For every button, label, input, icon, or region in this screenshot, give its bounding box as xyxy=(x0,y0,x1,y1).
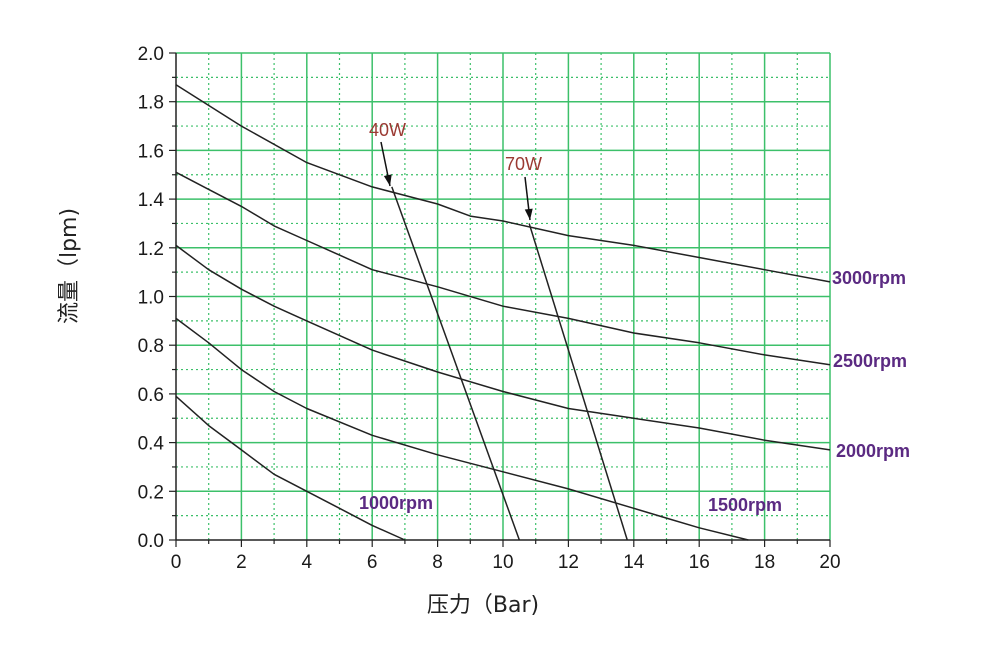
y-tick-label: 0.8 xyxy=(138,336,164,357)
series-label-1000rpm: 1000rpm xyxy=(359,493,433,513)
x-tick-label: 16 xyxy=(689,552,710,573)
grid xyxy=(176,52,831,540)
y-tick-label: 1.6 xyxy=(138,141,164,162)
power-line-40W xyxy=(391,186,521,541)
series-label-2500rpm: 2500rpm xyxy=(833,351,907,371)
y-tick-label: 0.4 xyxy=(138,434,165,455)
series-label-3000rpm: 3000rpm xyxy=(832,268,906,288)
x-tick-label: 12 xyxy=(558,552,579,573)
y-tick-label: 1.4 xyxy=(138,190,165,211)
x-tick-label: 2 xyxy=(236,552,247,573)
x-tick-label: 8 xyxy=(432,552,443,573)
x-tick-label: 6 xyxy=(367,552,378,573)
power-label-70W: 70W xyxy=(505,154,542,174)
y-tick-label: 1.2 xyxy=(138,239,164,260)
power-line-70W xyxy=(528,223,628,541)
series-line-3000rpm xyxy=(175,84,831,283)
power-lines xyxy=(391,186,628,541)
series-label-1500rpm: 1500rpm xyxy=(708,495,782,515)
power-arrowhead-40W xyxy=(383,174,392,186)
x-axis-title: 压力（Bar) xyxy=(427,593,539,618)
power-arrowhead-70W xyxy=(524,208,533,220)
x-tick-label: 0 xyxy=(171,552,182,573)
x-tick-label: 14 xyxy=(623,552,645,573)
curve-labels: 3000rpm 2500rpm 2000rpm 1500rpm 1000rpm 40W 70… xyxy=(359,120,910,515)
series-line-2500rpm xyxy=(175,171,831,366)
y-tick-label: 0.0 xyxy=(138,531,164,552)
x-tick-label: 20 xyxy=(819,552,840,573)
axes: 0 2 4 6 8 10 12 14 16 18 20 0.0 0.2 0.4 0.6 0.8 1.0 1.2 1.… xyxy=(138,44,841,573)
y-tick-label: 1.8 xyxy=(138,93,164,114)
x-tick-label: 10 xyxy=(492,552,513,573)
series-line-1500rpm xyxy=(175,317,749,541)
series-line-1000rpm xyxy=(175,395,406,541)
y-tick-label: 0.2 xyxy=(138,482,164,503)
power-label-40W: 40W xyxy=(369,120,406,140)
series-line-2000rpm xyxy=(175,244,831,451)
y-tick-label: 1.0 xyxy=(138,288,164,309)
y-axis-title: 流量（lpm) xyxy=(57,208,82,324)
x-tick-label: 18 xyxy=(754,552,775,573)
series-curves xyxy=(175,84,831,541)
x-tick-label: 4 xyxy=(302,552,313,573)
y-tick-label: 0.6 xyxy=(138,385,164,406)
series-label-2000rpm: 2000rpm xyxy=(836,441,910,461)
y-tick-label: 2.0 xyxy=(138,44,164,65)
